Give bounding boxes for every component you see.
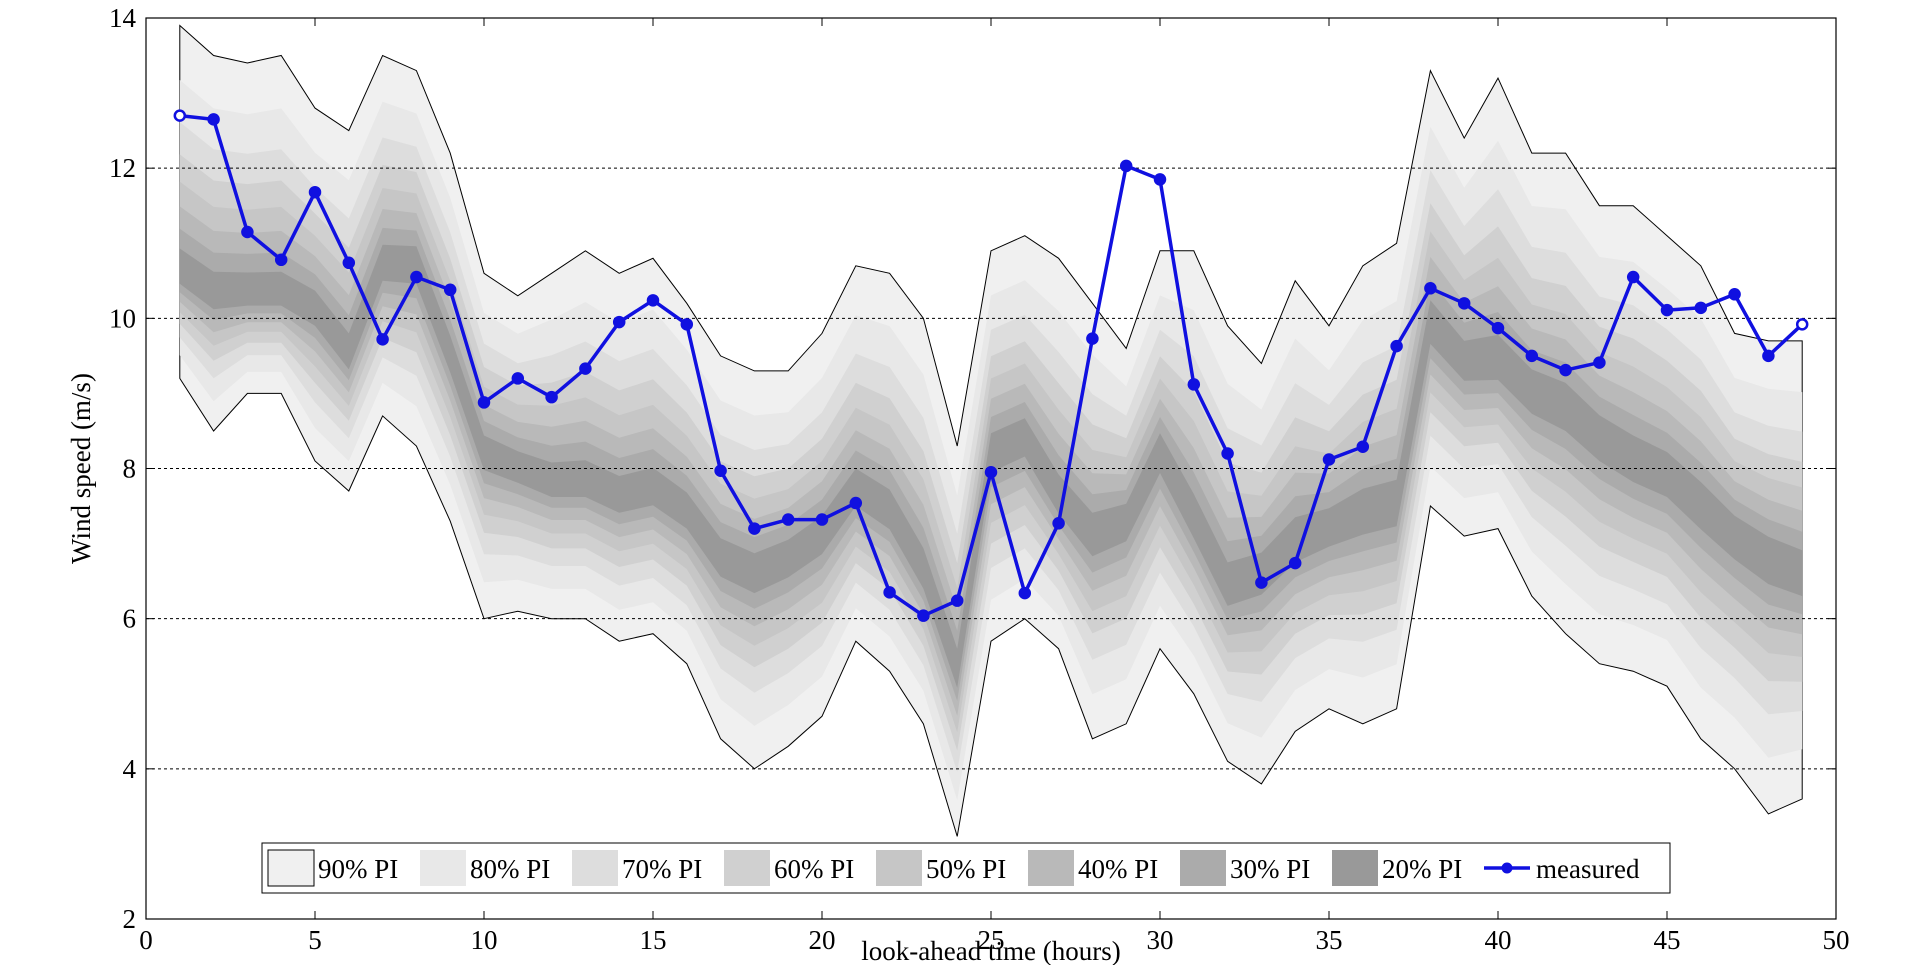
x-tick-label: 15: [640, 925, 667, 955]
measured-point: [274, 253, 288, 267]
measured-point: [748, 522, 761, 535]
measured-point: [1762, 349, 1775, 363]
measured-point: [815, 513, 829, 526]
measured-point: [612, 315, 626, 329]
measured-point: [1593, 356, 1606, 369]
measured-point: [1187, 378, 1201, 391]
measured-point: [1221, 447, 1234, 460]
legend-swatch: [420, 850, 466, 886]
legend-label: 50% PI: [926, 854, 1006, 884]
measured-point: [1525, 349, 1539, 363]
measured-point: [1119, 159, 1133, 173]
measured-point: [410, 270, 423, 284]
legend-label: 20% PI: [1382, 854, 1462, 884]
x-axis-title: look-ahead time (hours): [861, 936, 1120, 965]
measured-point: [1322, 453, 1336, 466]
legend-measured-marker: [1501, 862, 1513, 874]
x-tick-label: 35: [1316, 925, 1343, 955]
legend-label: measured: [1536, 854, 1640, 884]
y-tick-label: 8: [123, 454, 137, 484]
measured-point: [173, 109, 187, 122]
measured-series: [173, 109, 1809, 622]
measured-point: [1018, 586, 1032, 600]
x-tick-label: 10: [471, 925, 498, 955]
x-tick-label: 25: [978, 925, 1005, 955]
y-axis-title: Wind speed (m/s): [66, 373, 96, 564]
measured-point: [1559, 363, 1572, 377]
measured-point: [883, 586, 896, 599]
y-tick-label: 4: [123, 754, 137, 784]
measured-point: [1491, 321, 1505, 335]
measured-point: [1626, 270, 1640, 284]
measured-point: [1052, 517, 1065, 530]
measured-point: [1288, 556, 1302, 570]
measured-point: [308, 185, 322, 199]
legend-label: 60% PI: [774, 854, 854, 884]
measured-point: [950, 594, 964, 607]
measured-point: [1795, 318, 1809, 331]
y-tick-label: 2: [123, 904, 137, 934]
prediction-interval-bands: [179, 24, 1803, 837]
measured-point: [646, 294, 660, 307]
measured-point: [1424, 282, 1437, 295]
measured-point: [680, 318, 694, 331]
measured-point: [714, 464, 727, 478]
x-tick-label: 40: [1485, 925, 1512, 955]
legend-label: 30% PI: [1230, 854, 1310, 884]
y-tick-label: 12: [109, 153, 136, 183]
measured-point: [545, 390, 558, 404]
measured-point: [1660, 303, 1674, 317]
legend-box: [261, 842, 1671, 894]
measured-point: [207, 113, 220, 126]
legend-swatch: [876, 850, 922, 886]
measured-point: [1390, 339, 1403, 353]
measured-point: [1356, 440, 1370, 453]
measured-point: [241, 225, 254, 239]
measured-point: [477, 396, 491, 409]
measured-point: [1153, 173, 1167, 186]
legend-swatch: [724, 850, 770, 886]
measured-point: [849, 496, 863, 510]
legend-label: 40% PI: [1078, 854, 1158, 884]
measured-point: [781, 513, 795, 526]
y-tick-label: 10: [109, 303, 136, 333]
measured-point: [342, 256, 356, 270]
legend-swatch: [1332, 850, 1378, 886]
legend-swatch: [267, 849, 315, 887]
x-tick-label: 5: [308, 925, 322, 955]
y-tick-label: 14: [109, 3, 137, 33]
legend-swatch: [1028, 850, 1074, 886]
measured-point: [443, 283, 457, 297]
legend-label: 80% PI: [470, 854, 550, 884]
y-tick-label: 6: [123, 604, 137, 634]
legend-swatch: [572, 850, 618, 886]
measured-point: [579, 362, 592, 375]
x-tick-label: 30: [1147, 925, 1174, 955]
measured-point: [917, 609, 930, 622]
x-tick-label: 45: [1654, 925, 1681, 955]
measured-point: [1086, 332, 1099, 345]
legend-label: 70% PI: [622, 854, 702, 884]
plot-axes: 0 5 10 15 20 25 30 35 40 45 50 2 4 6 8 10 12 14: [109, 3, 1850, 955]
measured-point: [1694, 301, 1708, 315]
legend-label: 90% PI: [318, 854, 398, 884]
x-tick-label: 20: [809, 925, 836, 955]
measured-point: [376, 333, 389, 346]
measured-point: [984, 466, 998, 479]
legend-swatch: [1180, 850, 1226, 886]
x-tick-label: 50: [1823, 925, 1850, 955]
legend: 90% PI 80% PI 70% PI 60% PI 50% PI 40% PI 30% …: [261, 842, 1671, 894]
measured-point: [1255, 576, 1268, 589]
x-tick-label: 0: [139, 925, 153, 955]
measured-point: [1728, 288, 1741, 301]
measured-point: [511, 372, 525, 385]
measured-point: [1457, 297, 1471, 310]
